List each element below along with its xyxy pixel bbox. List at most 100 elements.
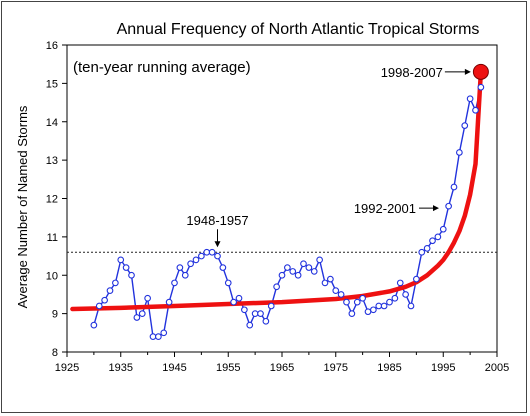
data-point [117, 256, 125, 264]
annotation-label: 1998-2007 [381, 65, 443, 80]
data-point [176, 264, 184, 271]
data-point [418, 248, 426, 256]
x-tick-label: 1945 [162, 362, 186, 374]
data-point [396, 279, 404, 287]
chart-title: Annual Frequency of North Atlantic Tropi… [117, 21, 480, 38]
y-tick-label: 14 [46, 117, 58, 129]
data-point [284, 264, 291, 271]
x-tick-label: 1995 [431, 362, 455, 374]
data-point [343, 298, 350, 306]
data-point [439, 225, 447, 233]
y-tick-label: 15 [46, 78, 58, 90]
data-point [359, 294, 366, 302]
data-point [262, 317, 270, 325]
data-point [477, 83, 485, 91]
data-point [429, 237, 436, 245]
x-tick-label: 1975 [324, 362, 348, 374]
highlight-point [472, 63, 489, 80]
arrow-head [214, 241, 221, 248]
data-point [305, 264, 313, 271]
data-point [450, 183, 458, 191]
axes: 1925 1935 1945 1955 1965 1975 1985 1995 2005 8 9 10… [46, 40, 509, 374]
data-point [214, 252, 221, 260]
data-point [144, 294, 151, 302]
data-point [192, 256, 200, 264]
data-point [224, 279, 232, 287]
data-point [413, 275, 420, 283]
data-point [456, 149, 463, 156]
x-tick-label: 1925 [55, 362, 79, 374]
arrow-head [433, 205, 439, 212]
data-point [128, 271, 135, 279]
data-point [466, 95, 474, 103]
data-point [95, 302, 103, 310]
x-tick-label: 1985 [377, 362, 401, 374]
x-tick-label: 1955 [216, 362, 240, 374]
data-point [332, 287, 340, 294]
data-point [257, 310, 264, 317]
chart-subtitle: (ten-year running average) [73, 59, 251, 76]
data-point [445, 202, 452, 210]
data-point [310, 268, 318, 275]
data-point [219, 264, 227, 271]
y-tick-label: 13 [46, 155, 58, 167]
data-point [434, 233, 442, 241]
trend-curve [70, 69, 484, 312]
data-point [380, 302, 388, 310]
annotation-label: 1948-1957 [186, 213, 248, 228]
data-point [181, 271, 189, 279]
data-point [364, 308, 372, 316]
y-tick-label: 12 [46, 194, 58, 206]
data-point [337, 291, 345, 298]
data-point [165, 298, 173, 306]
data-point [461, 122, 469, 129]
data-point [407, 302, 415, 310]
data-point [90, 321, 98, 329]
data-point [251, 310, 259, 317]
data-point [289, 268, 297, 275]
data-point [149, 333, 157, 341]
data-point [106, 287, 114, 294]
data-point [321, 279, 329, 287]
data-point [267, 302, 275, 310]
y-tick-label: 10 [46, 270, 58, 282]
data-point [273, 283, 280, 291]
y-tick-label: 8 [52, 347, 58, 359]
data-point [386, 298, 393, 306]
y-axis-label: Average Number of Named Storms [15, 105, 30, 308]
data-point [171, 279, 178, 287]
data-point [370, 306, 377, 314]
y-tick-label: 9 [52, 309, 58, 321]
data-point [133, 314, 141, 321]
data-point [208, 248, 216, 256]
data-point [122, 264, 130, 271]
data-point [402, 291, 409, 298]
data-point [316, 256, 323, 264]
x-tick-label: 1935 [109, 362, 133, 374]
annotation-label: 1992-2001 [354, 201, 416, 216]
data-point [112, 279, 119, 287]
data-point [138, 310, 146, 317]
x-tick-label: 1965 [270, 362, 294, 374]
data-point [375, 302, 383, 310]
running-average-line [93, 87, 482, 338]
data-point [101, 296, 108, 304]
data-point [423, 245, 431, 252]
y-tick-label: 16 [46, 40, 58, 52]
data-point [155, 333, 162, 341]
y-tick-label: 11 [47, 232, 58, 244]
series-layer [70, 63, 489, 341]
data-point [294, 271, 302, 279]
data-point [203, 248, 211, 256]
data-point [241, 306, 248, 314]
data-point [198, 252, 205, 260]
data-point [472, 106, 479, 114]
data-point [300, 260, 307, 268]
data-point [160, 329, 168, 337]
data-point [230, 298, 237, 306]
data-point [348, 310, 356, 317]
data-point [391, 294, 399, 302]
data-point [246, 321, 254, 329]
